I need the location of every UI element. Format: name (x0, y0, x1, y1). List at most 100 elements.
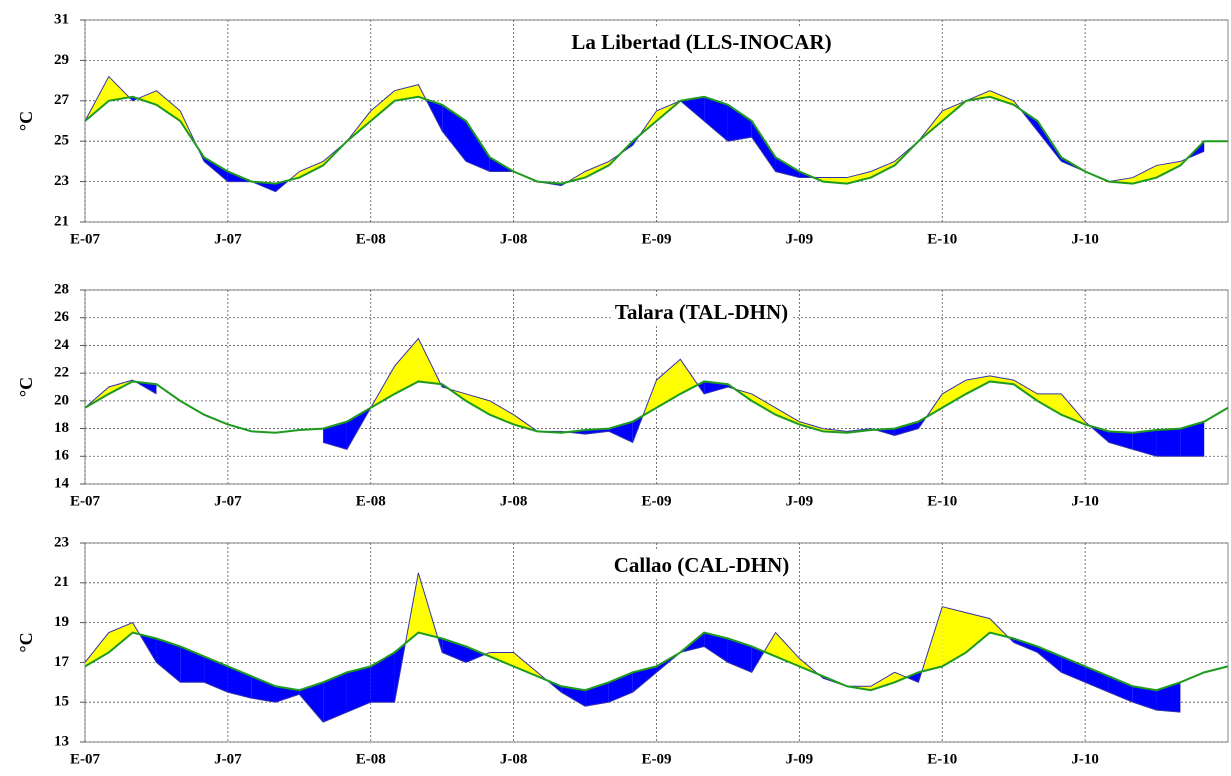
chart-panel: 14 16 18 20 22 24 26 28 E-07 J-07 E-08 J-08 E-09 J-09… (16, 281, 1229, 509)
y-tick-label: 23 (54, 173, 69, 189)
x-tick-label: E-08 (356, 751, 386, 767)
y-tick-label: 14 (54, 475, 70, 491)
y-tick-label: 16 (54, 448, 70, 464)
anomaly-fill (1180, 421, 1205, 457)
y-tick-label: 21 (54, 213, 69, 229)
chart-title: La Libertad (LLS-INOCAR) (571, 30, 831, 54)
anomaly-fill (906, 672, 919, 683)
x-tick-label: J-09 (786, 231, 814, 247)
y-axis-label: °C (16, 111, 36, 131)
y-tick-label: 19 (54, 614, 69, 630)
anomaly-fill (632, 666, 657, 693)
x-tick-label: E-07 (70, 231, 101, 247)
x-tick-label: E-07 (70, 751, 101, 767)
anomaly-fill (442, 104, 466, 162)
anomaly-fill (680, 96, 705, 121)
anomaly-fill (1085, 666, 1109, 693)
anomaly-fill (1132, 429, 1157, 457)
anomaly-fill (370, 90, 395, 121)
anomaly-fill (704, 632, 728, 663)
y-tick-label: 25 (54, 133, 69, 149)
x-tick-label: J-10 (1071, 231, 1099, 247)
anomaly-fill (346, 666, 371, 713)
x-tick-label: E-09 (642, 493, 672, 509)
anomaly-fill (966, 375, 990, 394)
anomaly-fill (870, 672, 895, 691)
anomaly-fill (704, 96, 728, 142)
anomaly-fill (466, 121, 490, 172)
anomaly-fill (323, 421, 347, 450)
y-tick-label: 15 (54, 694, 69, 710)
x-tick-label: J-08 (500, 751, 528, 767)
title-background (609, 550, 794, 579)
anomaly-fill (370, 652, 395, 703)
x-tick-label: J-08 (500, 493, 528, 509)
y-tick-label: 22 (54, 365, 69, 381)
anomaly-fill (966, 612, 990, 653)
anomaly-fill (323, 672, 347, 723)
y-tick-label: 24 (54, 337, 70, 353)
x-tick-label: J-10 (1071, 751, 1099, 767)
anomaly-fill (751, 646, 765, 673)
title-background (610, 297, 793, 326)
observed-line (84, 572, 1181, 723)
anomaly-fill (394, 338, 419, 394)
x-tick-label: J-09 (786, 751, 814, 767)
anomaly-fill (764, 632, 776, 657)
x-tick-label: E-10 (927, 231, 957, 247)
anomaly-fill (1037, 393, 1062, 415)
anomaly-fill (847, 171, 871, 184)
anomaly-fill (85, 632, 109, 667)
anomaly-fill (466, 646, 486, 663)
x-tick-label: J-10 (1071, 493, 1099, 509)
anomaly-fill (894, 672, 907, 683)
y-axis-label: °C (16, 377, 36, 397)
anomaly-fill (1037, 646, 1062, 673)
anomaly-fill (1156, 428, 1181, 457)
y-tick-label: 18 (54, 420, 69, 436)
anomaly-fill (299, 682, 324, 723)
y-tick-label: 26 (54, 309, 70, 325)
observed-line (84, 75, 1205, 193)
climatology-line (84, 380, 1229, 434)
chart-title: Callao (CAL-DHN) (614, 553, 790, 577)
anomaly-fill (156, 638, 181, 683)
y-tick-label: 13 (54, 733, 69, 749)
anomaly-fill (489, 400, 514, 425)
x-tick-label: E-09 (642, 231, 672, 247)
anomaly-fill (894, 421, 919, 436)
anomaly-fill (1108, 431, 1133, 450)
y-tick-label: 27 (54, 92, 70, 108)
x-tick-label: E-07 (70, 493, 101, 509)
x-tick-label: J-08 (500, 231, 528, 247)
anomaly-fill (704, 381, 728, 394)
anomaly-fill (1108, 676, 1133, 703)
x-tick-label: E-09 (642, 751, 672, 767)
anomaly-fill (989, 90, 1014, 105)
y-tick-label: 21 (54, 574, 69, 590)
y-axis-label: °C (16, 632, 36, 652)
anomaly-fill (251, 676, 276, 703)
y-tick-label: 20 (54, 392, 69, 408)
y-tick-label: 28 (54, 281, 69, 297)
anomaly-fill (561, 686, 586, 707)
anomaly-fill (942, 380, 967, 408)
anomaly-fill (656, 359, 681, 408)
x-tick-label: E-10 (927, 493, 957, 509)
chart-panel: 21 23 25 27 29 31 E-07 J-07 E-08 J-08 E-09 J-09 E-10… (16, 11, 1229, 247)
title-background (567, 27, 836, 56)
anomaly-fill (775, 407, 800, 425)
anomaly-fill (751, 121, 776, 172)
x-tick-label: J-09 (786, 493, 814, 509)
anomaly-fill (727, 638, 752, 673)
y-tick-label: 29 (54, 52, 69, 68)
x-tick-label: E-08 (356, 493, 386, 509)
anomaly-fill (942, 606, 967, 667)
anomaly-fill (1013, 638, 1038, 653)
anomaly-fill (108, 76, 130, 101)
anomaly-fill (1156, 682, 1181, 713)
anomaly-fill (680, 359, 698, 394)
y-tick-label: 23 (54, 534, 69, 550)
chart-panel: 13 15 17 19 21 23 E-07 J-07 E-08 J-08 E-09 J-09 E-10… (16, 534, 1229, 767)
